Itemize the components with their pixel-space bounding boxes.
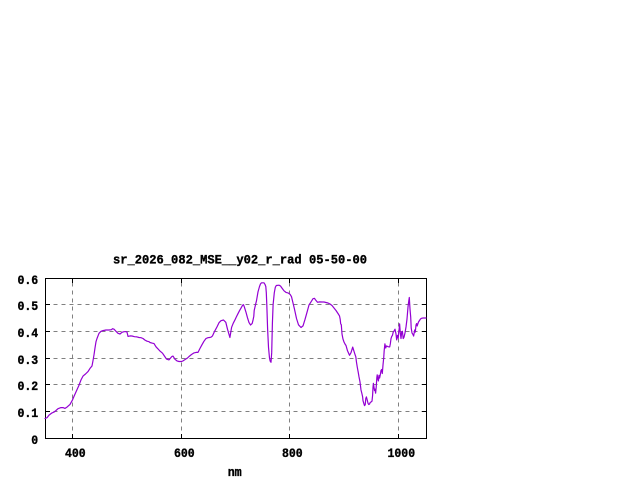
svg-text:800: 800 bbox=[282, 446, 303, 461]
svg-text:600: 600 bbox=[174, 446, 195, 461]
svg-text:0.1: 0.1 bbox=[18, 406, 39, 421]
svg-text:0.2: 0.2 bbox=[18, 379, 39, 394]
svg-text:sr_2026_082_MSE__y02_r_rad 05-: sr_2026_082_MSE__y02_r_rad 05-50-00 bbox=[113, 252, 367, 267]
svg-text:0: 0 bbox=[31, 433, 38, 448]
svg-text:nm: nm bbox=[228, 465, 242, 480]
svg-text:0.6: 0.6 bbox=[18, 273, 39, 288]
svg-text:1000: 1000 bbox=[388, 446, 416, 461]
svg-text:0.4: 0.4 bbox=[18, 326, 39, 341]
svg-text:400: 400 bbox=[65, 446, 86, 461]
svg-text:0.5: 0.5 bbox=[18, 299, 39, 314]
svg-text:0.3: 0.3 bbox=[18, 353, 39, 368]
